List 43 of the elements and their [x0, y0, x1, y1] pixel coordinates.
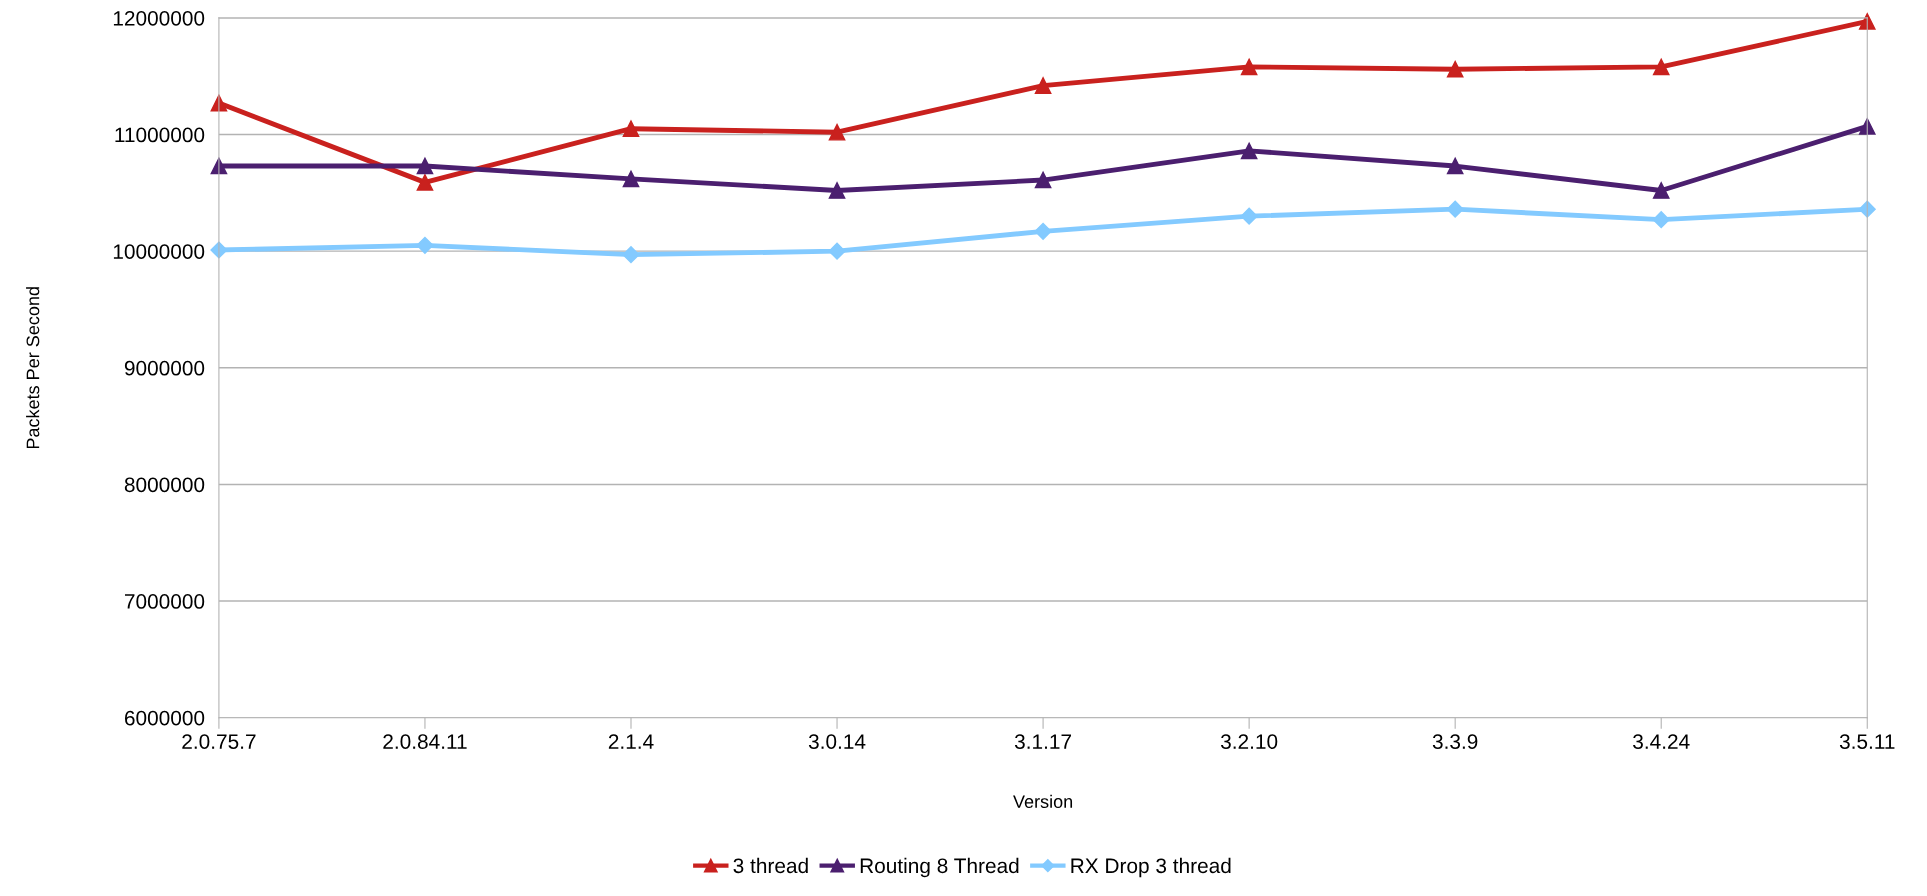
x-tick-label: 2.0.84.11	[383, 734, 467, 749]
legend-label: RX Drop 3 thread	[1071, 857, 1231, 878]
point	[828, 242, 846, 260]
point	[1446, 60, 1464, 78]
point	[416, 236, 434, 254]
point	[622, 246, 640, 264]
x-tick-label: 3.3.9	[1432, 734, 1478, 749]
point	[1034, 171, 1052, 189]
point	[1652, 182, 1670, 199]
legend-label: 3 thread	[733, 857, 808, 874]
point	[1240, 207, 1258, 225]
point	[1034, 77, 1052, 94]
y-tick-label: 7000000	[124, 594, 205, 609]
point	[416, 157, 434, 175]
point	[1858, 118, 1876, 135]
point	[1446, 200, 1464, 218]
x-axis-title: Version	[1013, 794, 1073, 809]
y-tick-label: 6000000	[124, 710, 205, 726]
y-tick-label: 12000000	[113, 10, 205, 26]
point	[1034, 222, 1052, 240]
point	[828, 182, 846, 199]
x-tick-label: 3.5.11	[1839, 734, 1895, 749]
point	[828, 123, 846, 141]
y-tick-label: 8000000	[124, 477, 205, 493]
x-tick-label: 3.4.24	[1633, 734, 1690, 749]
x-tick-label: 3.1.17	[1014, 734, 1071, 749]
point	[1446, 157, 1464, 175]
point	[622, 170, 640, 188]
point	[1240, 58, 1258, 76]
legend-label: Routing 8 Thread	[860, 857, 1019, 878]
point	[1652, 58, 1670, 76]
y-axis-title: Packets Per Second	[26, 287, 40, 449]
x-tick-label: 2.0.75.7	[182, 734, 256, 749]
x-tick-label: 2.1.4	[608, 734, 654, 749]
y-tick-label: 10000000	[113, 244, 205, 259]
y-tick-label: 11000000	[115, 127, 205, 143]
x-tick-label: 3.0.14	[808, 734, 866, 749]
point	[416, 174, 434, 191]
point	[1652, 211, 1670, 229]
point	[1240, 142, 1258, 160]
x-tick-label: 3.2.10	[1220, 734, 1278, 749]
point	[622, 120, 640, 138]
y-tick-label: 9000000	[124, 360, 205, 376]
